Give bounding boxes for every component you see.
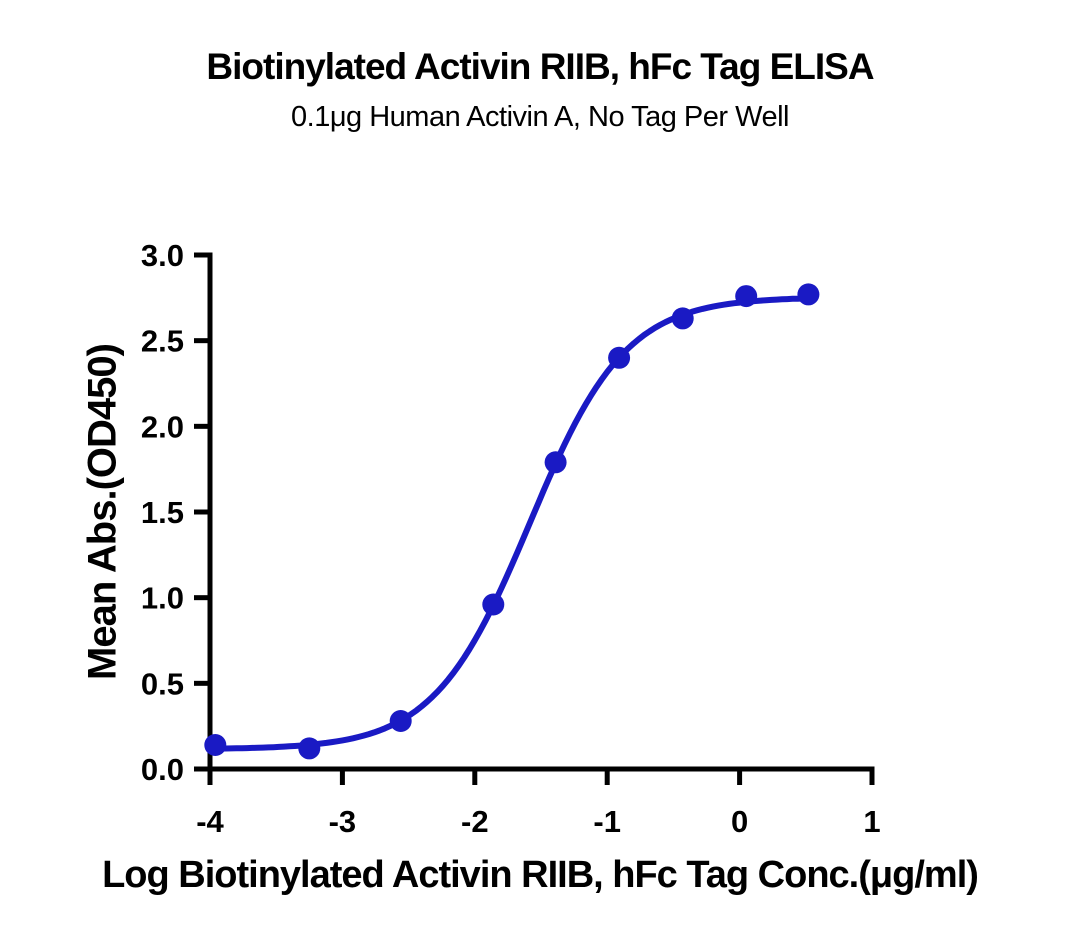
data-point [797,283,820,306]
data-point [204,734,227,756]
data-point [735,285,758,308]
chart-title: Biotinylated Activin RIIB, hFc Tag ELISA [206,46,874,87]
y-tick-label: 0.0 [141,752,184,787]
x-tick-label: -3 [329,804,357,839]
y-tick-label: 1.5 [141,495,184,530]
x-tick-label: 1 [863,804,880,839]
y-tick-label: 1.0 [141,581,184,616]
data-point [608,346,631,369]
data-point [389,710,412,732]
data-point [298,737,321,760]
x-tick-label: 0 [731,804,748,839]
x-axis-title: Log Biotinylated Activin RIIB, hFc Tag C… [102,854,979,896]
data-point [482,593,505,616]
data-point [544,451,567,474]
y-tick-label: 2.0 [141,409,184,444]
y-tick-label: 0.5 [141,666,184,701]
x-tick-label: -1 [593,804,621,839]
y-tick-label: 3.0 [141,238,184,273]
x-tick-label: -2 [461,804,489,839]
y-tick-label: 2.5 [141,324,184,359]
data-point [671,307,694,330]
fit-curve [207,295,812,752]
chart-subtitle: 0.1μg Human Activin A, No Tag Per Well [291,101,789,133]
x-tick-label: -4 [196,804,224,839]
